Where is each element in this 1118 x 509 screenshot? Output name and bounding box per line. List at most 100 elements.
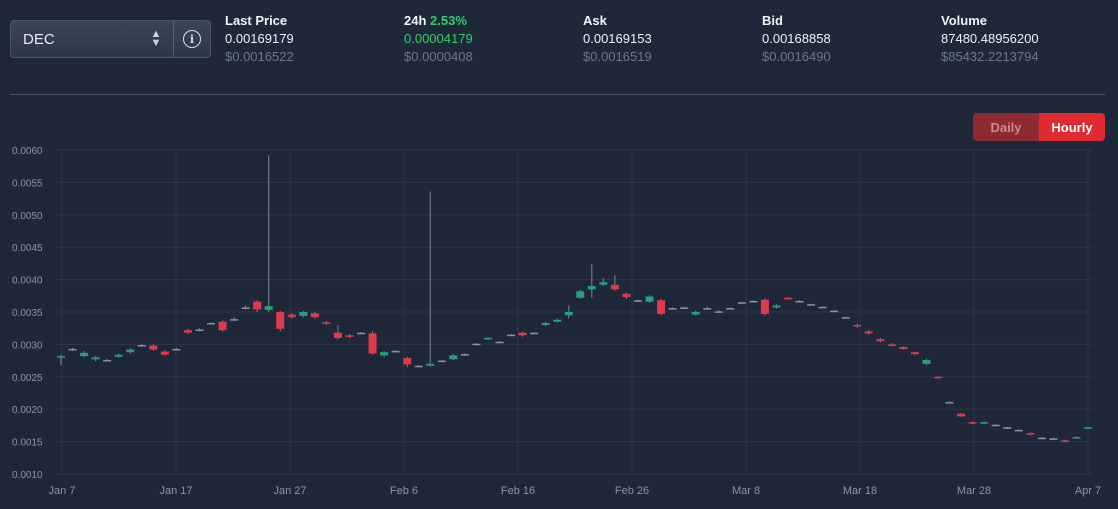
candle-body (807, 304, 816, 306)
candle-body (622, 293, 631, 298)
token-selector[interactable]: DEC ▲ ▼ i (10, 20, 211, 58)
y-axis: 0.0060 0.0055 0.0050 0.0045 0.0040 0.0035 0.00… (12, 146, 43, 481)
candle-body (818, 306, 827, 309)
stat-24h-label: 24h (404, 13, 427, 28)
candle-body (980, 422, 989, 424)
candle-body (368, 333, 377, 354)
candle-body (195, 329, 204, 331)
x-tick-label: Feb 26 (615, 485, 649, 497)
token-info-button[interactable]: i (174, 21, 210, 57)
candle-body (783, 297, 792, 300)
candle-body (253, 301, 262, 310)
candle-body (91, 357, 100, 360)
y-tick-label: 0.0045 (12, 243, 43, 254)
candle-body (310, 313, 319, 318)
candle-body (137, 345, 146, 347)
candle-body (530, 332, 539, 335)
candle-body (887, 344, 896, 346)
candle-body (437, 360, 446, 363)
candle-body (80, 352, 89, 357)
candle-body (126, 349, 135, 353)
x-tick-label: Feb 6 (390, 485, 418, 497)
daily-button[interactable]: Daily (973, 113, 1039, 141)
candle-body (276, 312, 285, 329)
stat-ask-value: 0.00169153 (583, 31, 652, 46)
candle-body (933, 376, 942, 379)
candle-body (853, 324, 862, 327)
stat-last-price-value: 0.00169179 (225, 31, 294, 46)
candle-body (576, 291, 585, 298)
candle-body (714, 311, 723, 313)
y-tick-label: 0.0055 (12, 178, 43, 189)
candle-body (899, 346, 908, 349)
candle-body (610, 284, 619, 290)
y-tick-label: 0.0020 (12, 405, 43, 416)
candle-body (760, 299, 769, 314)
candle-body (449, 355, 458, 360)
stat-ask-usd: $0.0016519 (583, 49, 652, 64)
stat-volume-value: 87480.48956200 (941, 31, 1039, 46)
candle-body (333, 332, 342, 338)
x-tick-label: Mar 8 (732, 485, 760, 497)
x-tick-label: Jan 27 (273, 485, 306, 497)
candle-body (910, 352, 919, 355)
candle-body (241, 307, 250, 309)
selector-divider (173, 21, 174, 57)
y-tick-label: 0.0035 (12, 308, 43, 319)
candle-body (922, 359, 931, 364)
candle-body (483, 337, 492, 340)
stat-volume: Volume 87480.48956200 $85432.2213794 (941, 12, 1039, 66)
candle-body (495, 341, 504, 344)
y-tick-label: 0.0050 (12, 211, 43, 222)
candle-body (299, 312, 308, 316)
stat-last-price: Last Price 0.00169179 $0.0016522 (225, 12, 294, 66)
stat-last-price-usd: $0.0016522 (225, 49, 294, 64)
y-tick-label: 0.0025 (12, 373, 43, 384)
candle-body (218, 321, 227, 331)
candle-body (207, 323, 216, 325)
stat-24h-usd: $0.0000408 (404, 49, 473, 64)
info-icon: i (183, 30, 201, 48)
candle-body (726, 308, 735, 310)
candle-body (149, 345, 158, 350)
candle-body (587, 286, 596, 290)
candle-body (345, 335, 354, 337)
candle-body (876, 339, 885, 342)
candle-body (1026, 433, 1035, 435)
x-axis: Jan 7 Jan 17 Jan 27 Feb 6 Feb 16 Feb 26 Mar 8 M… (49, 485, 1102, 497)
stat-bid: Bid 0.00168858 $0.0016490 (762, 12, 831, 66)
x-tick-label: Mar 28 (957, 485, 991, 497)
candle-body (357, 332, 366, 335)
candle-body (830, 310, 839, 313)
y-tick-label: 0.0060 (12, 146, 43, 157)
stat-24h-value: 0.00004179 (404, 31, 473, 46)
candle-body (103, 359, 112, 362)
candle-body (749, 300, 758, 303)
price-chart[interactable]: 0.0060 0.0055 0.0050 0.0045 0.0040 0.0035 0.00… (0, 140, 1118, 509)
candle-body (1084, 427, 1092, 429)
candle-body (1060, 440, 1069, 442)
candle-body (541, 323, 550, 325)
hourly-button[interactable]: Hourly (1039, 113, 1105, 141)
candle-body (160, 351, 169, 355)
candle-body (553, 319, 562, 322)
candle-body (172, 348, 181, 351)
y-tick-label: 0.0040 (12, 276, 43, 287)
header-divider (10, 94, 1105, 95)
candle-body (426, 363, 435, 366)
candle-body (507, 334, 516, 337)
candle-body (391, 350, 400, 353)
candle-body (414, 365, 423, 368)
candle-body (737, 302, 746, 304)
stat-ask: Ask 0.00169153 $0.0016519 (583, 12, 652, 66)
candle-body (264, 306, 273, 311)
stat-24h-header: 24h 2.53% (404, 12, 473, 30)
candle-body (633, 300, 642, 302)
candle-body (772, 305, 781, 308)
candle-body (183, 330, 192, 333)
stat-volume-usd: $85432.2213794 (941, 49, 1039, 64)
candle-body (460, 354, 469, 356)
chart-grid (56, 149, 1092, 475)
candle-body (287, 314, 296, 318)
stat-24h-percent: 2.53% (430, 13, 467, 28)
